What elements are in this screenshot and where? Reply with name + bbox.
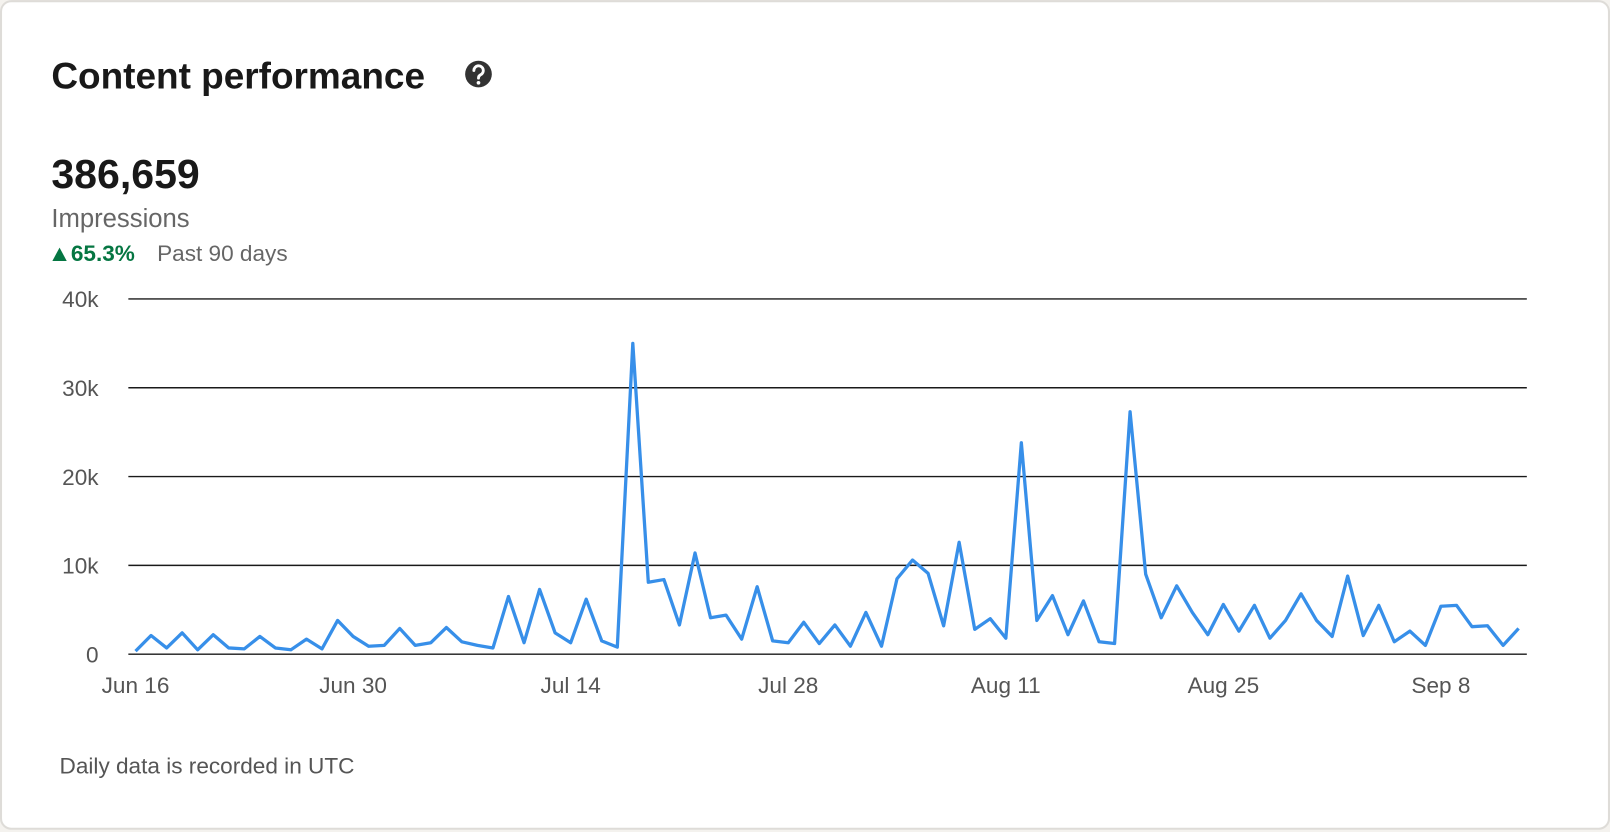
x-tick-label: Jul 28 <box>758 673 818 698</box>
change-value: 65.3% <box>71 241 135 266</box>
x-tick-label: Jun 16 <box>102 673 170 698</box>
x-tick-label: Jun 30 <box>319 673 387 698</box>
x-tick-label: Aug 11 <box>971 673 1041 698</box>
metric-value: 386,659 <box>51 151 199 197</box>
period-label: Past 90 days <box>157 241 288 266</box>
y-tick-label: 30k <box>62 376 99 401</box>
plot: 0 10k 20k 30k 40k Jun 16 Jun 30 Jul 14 Jul 28 Aug… <box>62 287 1527 698</box>
metric-label: Impressions <box>51 205 189 233</box>
x-tick-label: Jul 14 <box>541 673 601 698</box>
x-tick-label: Sep 8 <box>1411 673 1470 698</box>
y-tick-label: 10k <box>62 554 99 579</box>
data-line <box>134 341 1520 653</box>
footnote: Daily data is recorded in UTC <box>60 753 355 778</box>
trend-arrow <box>52 247 67 261</box>
y-tick-label: 40k <box>62 287 99 312</box>
y-tick-label: 0 <box>86 642 99 667</box>
help-icon[interactable] <box>465 60 492 88</box>
card-title: Content performance <box>51 55 425 96</box>
x-tick-label: Aug 25 <box>1188 673 1260 698</box>
y-tick-label: 20k <box>62 465 99 490</box>
